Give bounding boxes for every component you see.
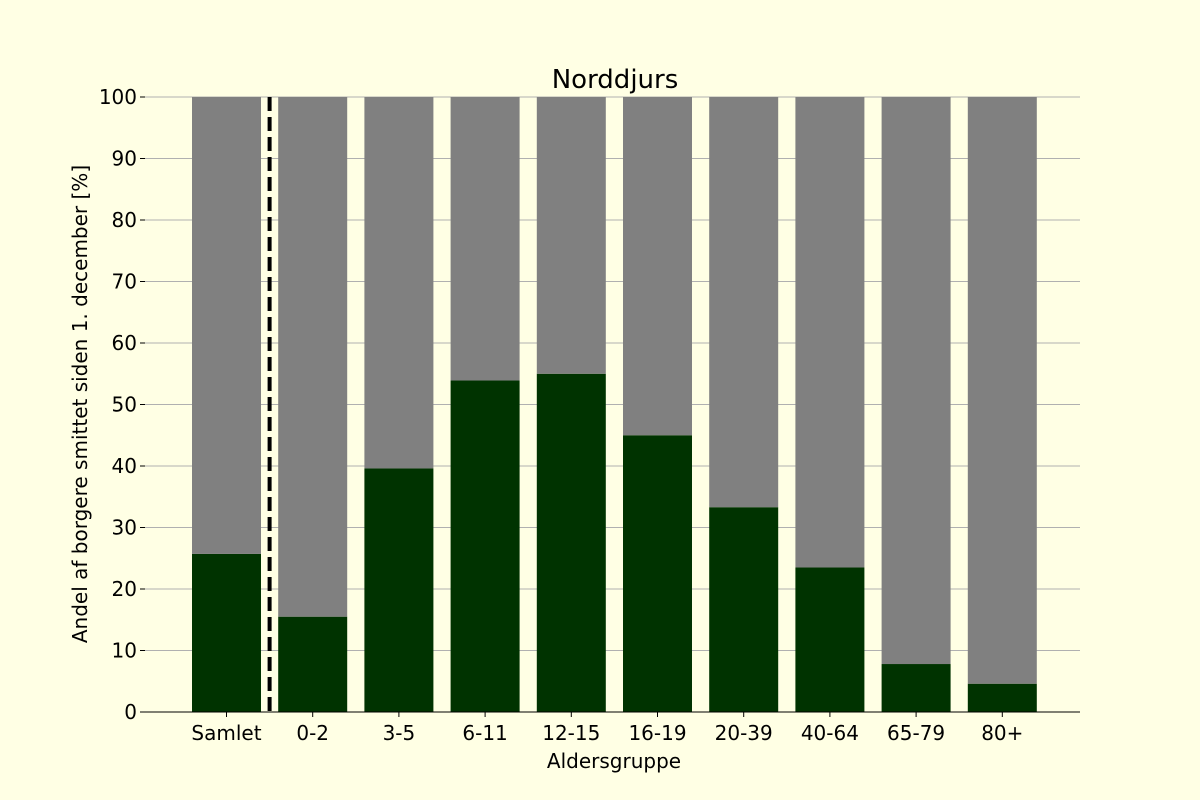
y-tick-label: 50 — [112, 393, 137, 417]
y-tick-label: 60 — [112, 331, 137, 355]
bar-remaining-3-5 — [364, 97, 434, 469]
y-tick-label: 10 — [112, 639, 137, 663]
bar-remaining-6-11 — [450, 97, 520, 381]
y-tick-label: 70 — [112, 270, 137, 294]
y-tick-labels: 0 10 20 30 40 50 60 70 80 90 100 — [99, 85, 137, 724]
bar-infected-20-39 — [709, 507, 779, 712]
x-tick-labels: Samlet 0-2 3-5 6-11 12-15 16-19 20-39 40-64 65-7… — [191, 721, 1023, 745]
x-tick-label: 16-19 — [628, 721, 686, 745]
bar-infected-Samlet — [192, 553, 261, 712]
x-tick-label: 12-15 — [542, 721, 600, 745]
x-tick-label: 3-5 — [383, 721, 416, 745]
bar-remaining-12-15 — [536, 97, 606, 374]
bars — [192, 97, 1037, 712]
bar-remaining-0-2 — [278, 97, 348, 617]
bar-remaining-16-19 — [623, 97, 692, 436]
y-tick-label: 40 — [112, 454, 137, 478]
x-tick-label: 6-11 — [462, 721, 507, 745]
axes — [140, 96, 1080, 717]
bar-infected-12-15 — [536, 373, 606, 712]
x-tick-label: Samlet — [191, 721, 261, 745]
bar-remaining-80+ — [967, 97, 1037, 684]
bar-remaining-20-39 — [709, 97, 779, 508]
x-tick-label: 20-39 — [715, 721, 773, 745]
bar-infected-65-79 — [881, 664, 951, 712]
bar-remaining-65-79 — [881, 97, 951, 665]
y-tick-label: 0 — [124, 700, 137, 724]
bar-remaining-Samlet — [192, 97, 261, 554]
y-tick-label: 20 — [112, 577, 137, 601]
bar-infected-40-64 — [795, 567, 865, 712]
x-axis-label: Aldersgruppe — [547, 749, 681, 773]
bar-remaining-40-64 — [795, 97, 865, 568]
chart-title: Norddjurs — [552, 65, 679, 95]
y-tick-label: 90 — [112, 147, 137, 171]
bar-infected-16-19 — [623, 435, 692, 712]
x-tick-label: 0-2 — [296, 721, 329, 745]
x-tick-label: 40-64 — [801, 721, 859, 745]
y-tick-label: 30 — [112, 516, 137, 540]
y-tick-label: 100 — [99, 85, 137, 109]
bar-infected-80+ — [967, 683, 1037, 712]
bar-infected-6-11 — [450, 380, 520, 712]
bar-infected-0-2 — [278, 616, 348, 712]
x-tick-label: 65-79 — [887, 721, 945, 745]
x-tick-label: 80+ — [981, 721, 1023, 745]
bar-infected-3-5 — [364, 468, 434, 712]
y-axis-label: Andel af borgere smittet siden 1. decemb… — [68, 165, 92, 643]
y-tick-label: 80 — [112, 208, 137, 232]
